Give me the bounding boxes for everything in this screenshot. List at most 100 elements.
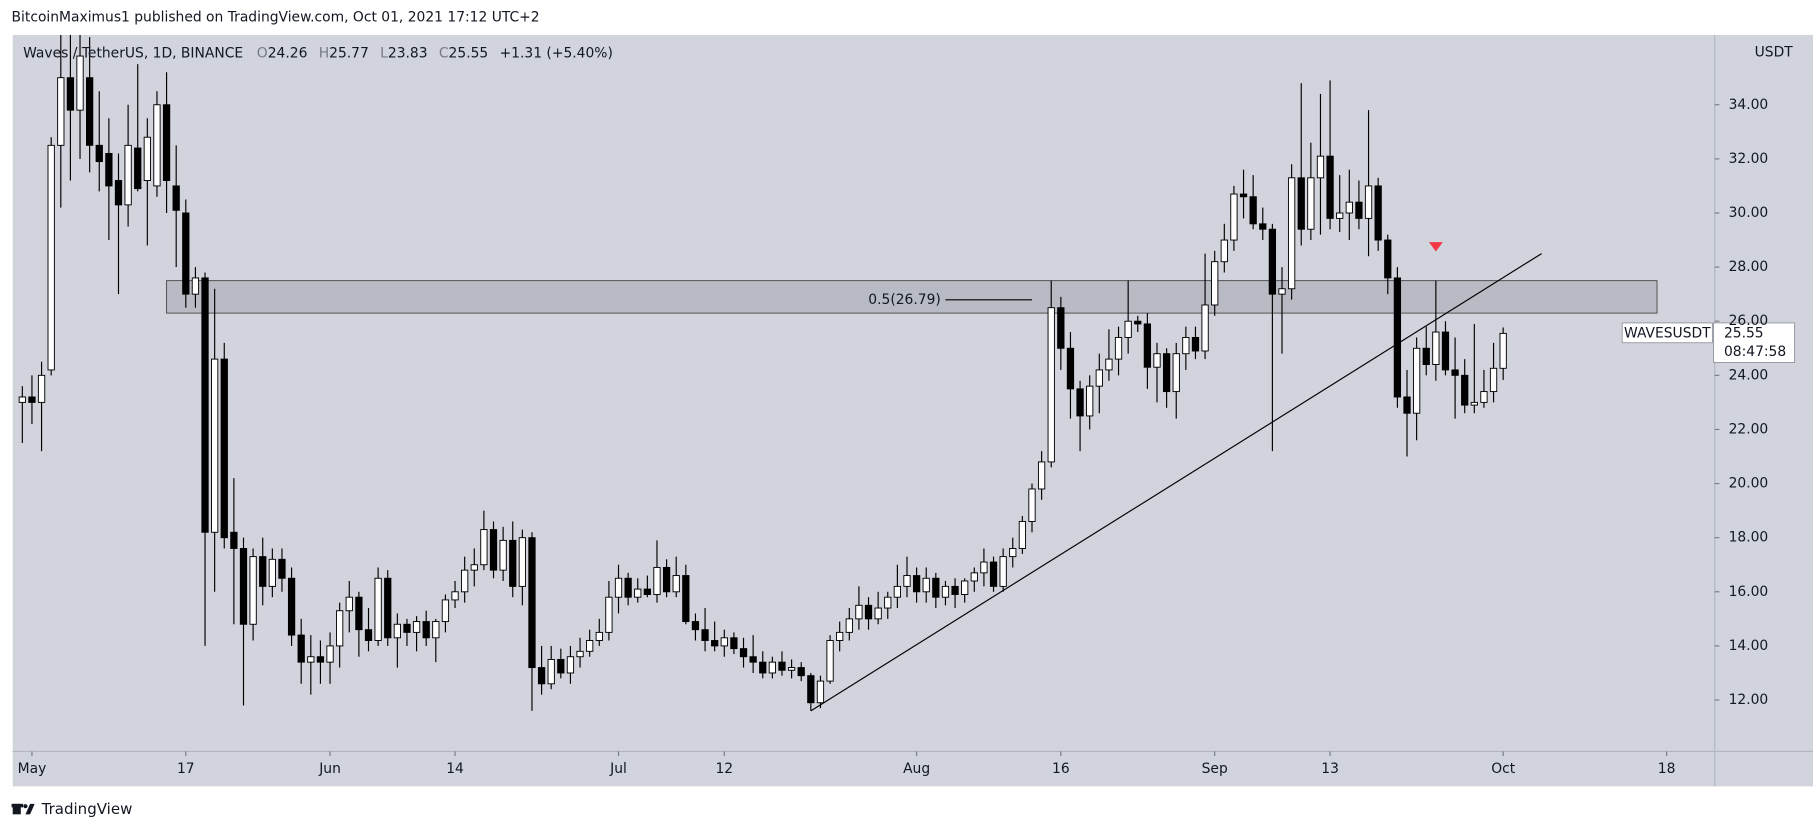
footer-logo: TradingView bbox=[11, 800, 132, 818]
candle-body bbox=[1037, 461, 1046, 490]
candle-body bbox=[576, 650, 584, 658]
candle-body bbox=[739, 648, 748, 658]
candle-body bbox=[364, 629, 373, 641]
logo-mark bbox=[25, 803, 35, 815]
candle-body bbox=[1191, 336, 1200, 352]
candle-body bbox=[105, 152, 113, 187]
candle-body bbox=[816, 680, 825, 704]
candle-body bbox=[1422, 347, 1430, 365]
x-tick-label: Jul bbox=[609, 761, 627, 777]
candle-body bbox=[711, 640, 719, 647]
y-tick-label: 22.00 bbox=[1729, 421, 1769, 437]
symbol: Waves / TetherUS, 1D, BINANCE bbox=[23, 46, 243, 62]
candle-body bbox=[374, 577, 382, 641]
candle-body bbox=[1201, 304, 1209, 352]
candle-body bbox=[826, 640, 834, 682]
candle-body bbox=[1124, 320, 1132, 338]
legend-label: H bbox=[319, 46, 329, 62]
candle-body bbox=[605, 596, 613, 633]
legend-label: C bbox=[439, 46, 449, 62]
countdown: 08:47:58 bbox=[1724, 344, 1786, 360]
candle-body bbox=[403, 623, 411, 633]
candle-body bbox=[422, 621, 430, 639]
candle-body bbox=[316, 656, 325, 663]
trendline bbox=[810, 253, 1542, 712]
legend-change: +1.31 (+5.40%) bbox=[500, 46, 613, 62]
x-tick-label: Jun bbox=[318, 761, 341, 777]
candle-body bbox=[768, 661, 777, 674]
candle-body bbox=[874, 607, 882, 620]
candle-body bbox=[1278, 288, 1286, 295]
header: BitcoinMaximus1 published on TradingView… bbox=[12, 9, 540, 25]
candle-body bbox=[1345, 201, 1353, 214]
candle-body bbox=[634, 588, 642, 598]
candle-body bbox=[384, 577, 392, 639]
candle-body bbox=[1489, 367, 1498, 393]
candle-body bbox=[1451, 369, 1459, 376]
candle-body bbox=[1287, 177, 1296, 290]
logo-mark bbox=[23, 804, 28, 809]
x-tick-label: 12 bbox=[715, 761, 733, 777]
candle-body bbox=[480, 529, 488, 566]
candle-body bbox=[114, 180, 123, 206]
price-box bbox=[1713, 322, 1795, 363]
candle-body bbox=[76, 55, 84, 111]
candle-body bbox=[432, 621, 440, 639]
candle-body bbox=[586, 640, 594, 652]
x-tick-label: Oct bbox=[1491, 761, 1515, 777]
candle-body bbox=[336, 610, 344, 647]
candle-body bbox=[1336, 212, 1344, 219]
candle-body bbox=[393, 623, 401, 639]
y-tick-label: 32.00 bbox=[1729, 151, 1769, 167]
x-tick-label: May bbox=[18, 761, 47, 777]
candle-body bbox=[451, 591, 459, 601]
candle-body bbox=[509, 539, 517, 587]
candle-body bbox=[191, 277, 200, 295]
legend: Waves / TetherUS, 1D, BINANCE O24.26 H25… bbox=[23, 46, 613, 62]
candle-body bbox=[95, 144, 103, 163]
y-tick-label: 12.00 bbox=[1729, 692, 1769, 708]
candle-body bbox=[1239, 193, 1248, 198]
candle-body bbox=[1182, 336, 1190, 355]
candle-body bbox=[787, 667, 796, 671]
candle-body bbox=[932, 577, 940, 598]
x-tick-label: Aug bbox=[903, 761, 930, 777]
candle-body bbox=[211, 358, 219, 533]
candle-body bbox=[1018, 520, 1027, 549]
candle-body bbox=[1114, 336, 1123, 360]
candle-body bbox=[547, 658, 555, 685]
candle-body bbox=[903, 575, 911, 587]
candle-body bbox=[412, 621, 421, 633]
candle-body bbox=[470, 564, 478, 571]
candle-body bbox=[999, 556, 1007, 587]
candle-body bbox=[855, 604, 863, 620]
candle-body bbox=[57, 77, 65, 146]
y-tick-label: 20.00 bbox=[1729, 476, 1769, 492]
candle-body bbox=[989, 561, 998, 587]
candle-body bbox=[807, 675, 815, 704]
candle-body bbox=[778, 661, 786, 671]
candle-body bbox=[1047, 307, 1055, 463]
candle-body bbox=[1316, 155, 1325, 179]
candle-body bbox=[1105, 358, 1113, 371]
candle-body bbox=[1028, 488, 1036, 522]
candle-body bbox=[441, 599, 450, 623]
candle-body bbox=[961, 580, 969, 595]
candle-body bbox=[307, 656, 315, 663]
legend-label: O bbox=[257, 46, 268, 62]
candle-body bbox=[1412, 347, 1421, 414]
candle-body bbox=[595, 631, 603, 641]
candle-body bbox=[489, 529, 498, 571]
y-tick-label: 28.00 bbox=[1729, 259, 1769, 275]
currency-label: USDT bbox=[1755, 44, 1794, 60]
legend-value: 23.83 bbox=[388, 46, 428, 62]
candle-body bbox=[499, 539, 507, 571]
candle-body bbox=[557, 658, 565, 674]
candle-body bbox=[720, 637, 728, 647]
candle-body bbox=[1066, 347, 1075, 390]
last-price: 25.55 bbox=[1724, 325, 1764, 341]
candle-body bbox=[1259, 223, 1267, 230]
candle-body bbox=[153, 104, 161, 187]
candle-body bbox=[268, 558, 276, 587]
